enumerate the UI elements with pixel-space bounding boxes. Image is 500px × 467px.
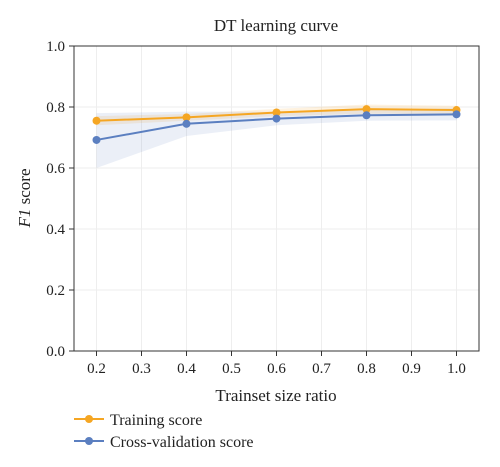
data-point-training <box>182 113 191 122</box>
x-tick-label: 0.5 <box>222 361 241 377</box>
y-axis-label-rest: score <box>15 168 34 208</box>
legend-label-training: Training score <box>110 412 202 429</box>
x-tick-label: 0.6 <box>267 361 286 377</box>
y-tick-label: 0.8 <box>46 100 65 116</box>
data-point-cross-validation <box>452 110 461 119</box>
data-point-cross-validation <box>362 111 371 120</box>
x-axis-label: Trainset size ratio <box>215 386 336 405</box>
data-point-cross-validation <box>272 114 281 123</box>
x-tick-label: 0.3 <box>132 361 151 377</box>
x-tick-label: 0.8 <box>357 361 376 377</box>
y-tick-label: 0.6 <box>46 161 65 177</box>
y-tick-label: 1.0 <box>46 39 65 55</box>
y-tick-label: 0.4 <box>46 222 65 238</box>
legend-item-training: Training score <box>74 412 202 429</box>
data-point-training <box>272 108 281 117</box>
y-axis-label-italic: F1 <box>15 209 34 229</box>
legend-marker-cross-validation <box>85 437 93 445</box>
legend-item-cross-validation: Cross-validation score <box>74 434 254 451</box>
series-points <box>92 105 461 144</box>
y-tick-label: 0.0 <box>46 344 65 360</box>
y-tick-label: 0.2 <box>46 283 65 299</box>
y-axis-label: F1 score <box>15 168 34 228</box>
x-tick-label: 0.9 <box>402 361 421 377</box>
x-tick-label: 0.2 <box>87 361 106 377</box>
grid <box>74 45 479 352</box>
x-tick-label: 0.4 <box>177 361 196 377</box>
y-ticks: 0.0 0.2 0.4 0.6 0.8 1.0 <box>46 39 74 360</box>
data-point-training <box>362 105 371 114</box>
legend-label-cross-validation: Cross-validation score <box>110 434 254 451</box>
x-ticks: 0.2 0.3 0.4 0.5 0.6 0.7 0.8 0.9 1.0 <box>87 351 466 377</box>
data-point-cross-validation <box>92 135 101 144</box>
data-point-cross-validation <box>182 119 191 128</box>
x-tick-label: 0.7 <box>312 361 331 377</box>
data-point-training <box>92 116 101 125</box>
legend-marker-training <box>85 415 93 423</box>
legend: Training score Cross-validation score <box>74 412 254 451</box>
chart-title: DT learning curve <box>214 16 338 35</box>
x-tick-label: 1.0 <box>447 361 466 377</box>
